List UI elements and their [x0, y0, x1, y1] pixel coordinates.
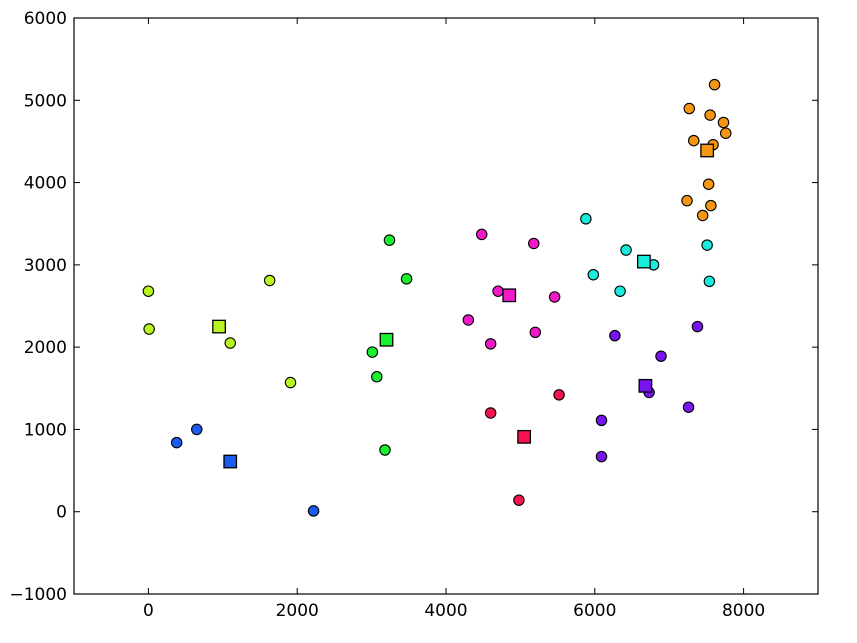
data-point [307, 505, 320, 517]
data-point [191, 423, 203, 436]
data-point [513, 494, 525, 506]
data-point [595, 414, 608, 427]
data-point [717, 116, 730, 129]
x-tick-label: 2000 [276, 601, 319, 621]
x-tick-label: 8000 [722, 601, 765, 621]
cluster-centroid-marker [637, 254, 651, 269]
data-point [484, 338, 497, 350]
plot-frame [73, 17, 819, 595]
data-point [701, 239, 713, 251]
data-point [683, 102, 696, 115]
data-point [143, 323, 155, 335]
data-point [708, 78, 721, 91]
data-point [528, 237, 540, 250]
data-point [609, 329, 621, 342]
data-point [475, 228, 488, 241]
cluster-centroid-marker [212, 319, 226, 334]
data-point [595, 450, 608, 463]
data-point [492, 285, 504, 297]
cluster-centroid-marker [638, 378, 653, 393]
data-point [704, 109, 716, 121]
y-tick-label: 6000 [24, 9, 67, 29]
data-point [587, 268, 600, 281]
data-point [553, 389, 565, 401]
data-point [484, 407, 497, 419]
cluster-centroid-marker [700, 143, 715, 158]
y-tick-label: 0 [56, 503, 67, 523]
data-point [719, 127, 732, 139]
cluster-centroid-marker [502, 288, 517, 303]
data-point [705, 199, 717, 212]
data-point [548, 291, 561, 303]
data-point [383, 234, 396, 246]
x-tick-label: 0 [143, 601, 154, 621]
y-tick-label: 1000 [24, 420, 67, 440]
data-point [366, 346, 379, 358]
y-tick-label: 2000 [24, 338, 67, 358]
data-point [620, 244, 632, 256]
data-point [284, 376, 297, 389]
cluster-centroid-marker [379, 332, 394, 347]
plot-area: 0 2000 4000 6000 8000 −1000 0 1000 2000 3000 4000 5… [9, 9, 819, 621]
data-point [142, 285, 155, 297]
data-point [263, 274, 276, 287]
y-tick-label: 4000 [24, 174, 67, 194]
y-tick-label: 3000 [24, 256, 67, 276]
data-point [696, 209, 709, 222]
data-point [400, 273, 413, 285]
data-point [682, 401, 695, 413]
data-point [681, 194, 693, 207]
cluster-centroid-marker [223, 454, 238, 469]
data-point [655, 350, 667, 362]
data-point [379, 444, 391, 456]
data-point [702, 178, 715, 190]
x-tick-label: 6000 [573, 601, 616, 621]
y-tick-label: 5000 [24, 91, 67, 111]
data-point [691, 320, 704, 333]
data-point [614, 285, 626, 297]
y-tick-label: −1000 [9, 585, 67, 605]
cluster-centroid-marker [517, 429, 532, 444]
data-point [371, 371, 383, 383]
data-point [170, 436, 183, 449]
data-point [688, 134, 700, 147]
data-point [529, 326, 542, 339]
data-point [703, 275, 716, 288]
data-point [462, 314, 475, 326]
data-point [580, 213, 592, 225]
data-point [224, 337, 236, 349]
x-tick-label: 4000 [424, 601, 467, 621]
